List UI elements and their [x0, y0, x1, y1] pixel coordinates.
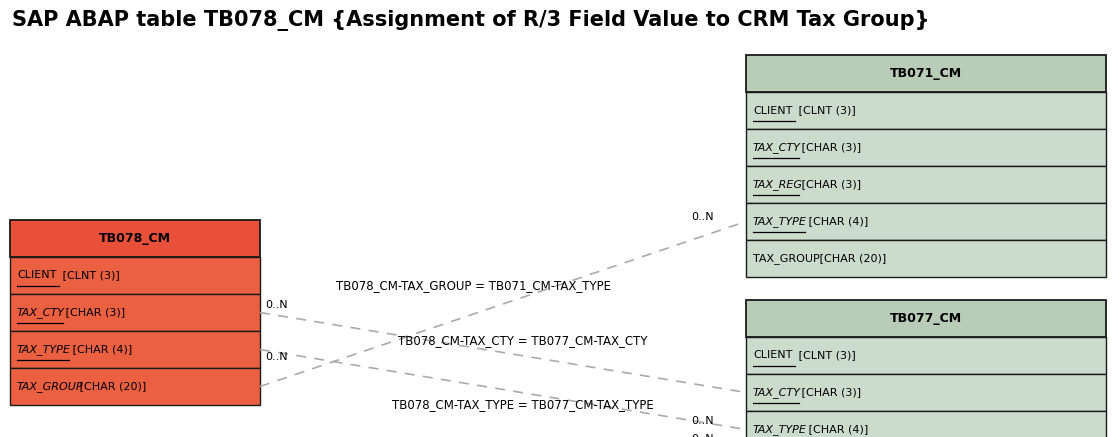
Text: TB078_CM-TAX_TYPE = TB077_CM-TAX_TYPE: TB078_CM-TAX_TYPE = TB077_CM-TAX_TYPE — [392, 398, 653, 411]
Text: TAX_TYPE: TAX_TYPE — [17, 344, 70, 355]
Bar — [746, 374, 1106, 411]
Text: [CHAR (3)]: [CHAR (3)] — [799, 388, 861, 398]
Text: TAX_GROUP: TAX_GROUP — [753, 253, 820, 264]
Text: 0..N: 0..N — [265, 299, 287, 309]
Text: [CLNT (3)]: [CLNT (3)] — [795, 105, 856, 115]
Text: [CHAR (3)]: [CHAR (3)] — [799, 142, 861, 153]
Text: TAX_CTY: TAX_CTY — [753, 387, 801, 398]
Text: [CHAR (4)]: [CHAR (4)] — [69, 344, 132, 354]
Text: 0..N: 0..N — [691, 434, 714, 437]
Text: [CHAR (20)]: [CHAR (20)] — [76, 382, 145, 392]
Text: 0..N: 0..N — [691, 212, 714, 222]
Text: CLIENT: CLIENT — [753, 105, 792, 115]
Text: CLIENT: CLIENT — [17, 271, 56, 281]
Bar — [746, 166, 1106, 203]
Text: TB078_CM-TAX_CTY = TB077_CM-TAX_CTY: TB078_CM-TAX_CTY = TB077_CM-TAX_CTY — [399, 334, 648, 347]
Bar — [746, 55, 1106, 92]
Bar — [746, 92, 1106, 129]
Text: [CHAR (3)]: [CHAR (3)] — [63, 308, 125, 318]
Text: TB078_CM-TAX_GROUP = TB071_CM-TAX_TYPE: TB078_CM-TAX_GROUP = TB071_CM-TAX_TYPE — [335, 280, 611, 292]
Bar — [746, 337, 1106, 374]
Text: 0..N: 0..N — [265, 353, 287, 363]
Text: TAX_REG: TAX_REG — [753, 179, 803, 190]
Bar — [746, 129, 1106, 166]
Bar — [746, 203, 1106, 240]
Bar — [10, 220, 260, 257]
Bar — [746, 240, 1106, 277]
Text: [CHAR (4)]: [CHAR (4)] — [805, 424, 868, 434]
Text: [CLNT (3)]: [CLNT (3)] — [59, 271, 120, 281]
Text: TAX_TYPE: TAX_TYPE — [753, 216, 806, 227]
Text: 0..N: 0..N — [691, 416, 714, 427]
Text: TAX_CTY: TAX_CTY — [17, 307, 65, 318]
Text: CLIENT: CLIENT — [753, 350, 792, 361]
Bar — [10, 257, 260, 294]
Bar — [746, 300, 1106, 337]
Text: [CLNT (3)]: [CLNT (3)] — [795, 350, 856, 361]
Text: TB071_CM: TB071_CM — [890, 67, 962, 80]
Text: TAX_TYPE: TAX_TYPE — [753, 424, 806, 435]
Text: TB077_CM: TB077_CM — [890, 312, 962, 325]
Bar — [10, 368, 260, 405]
Bar — [10, 294, 260, 331]
Bar — [746, 411, 1106, 437]
Bar — [10, 331, 260, 368]
Text: TB078_CM: TB078_CM — [99, 232, 171, 245]
Text: [CHAR (4)]: [CHAR (4)] — [805, 216, 868, 226]
Text: [CHAR (3)]: [CHAR (3)] — [799, 180, 861, 190]
Text: [CHAR (20)]: [CHAR (20)] — [817, 253, 886, 264]
Text: TAX_CTY: TAX_CTY — [753, 142, 801, 153]
Text: TAX_GROUP: TAX_GROUP — [17, 381, 84, 392]
Text: SAP ABAP table TB078_CM {Assignment of R/3 Field Value to CRM Tax Group}: SAP ABAP table TB078_CM {Assignment of R… — [12, 10, 929, 31]
